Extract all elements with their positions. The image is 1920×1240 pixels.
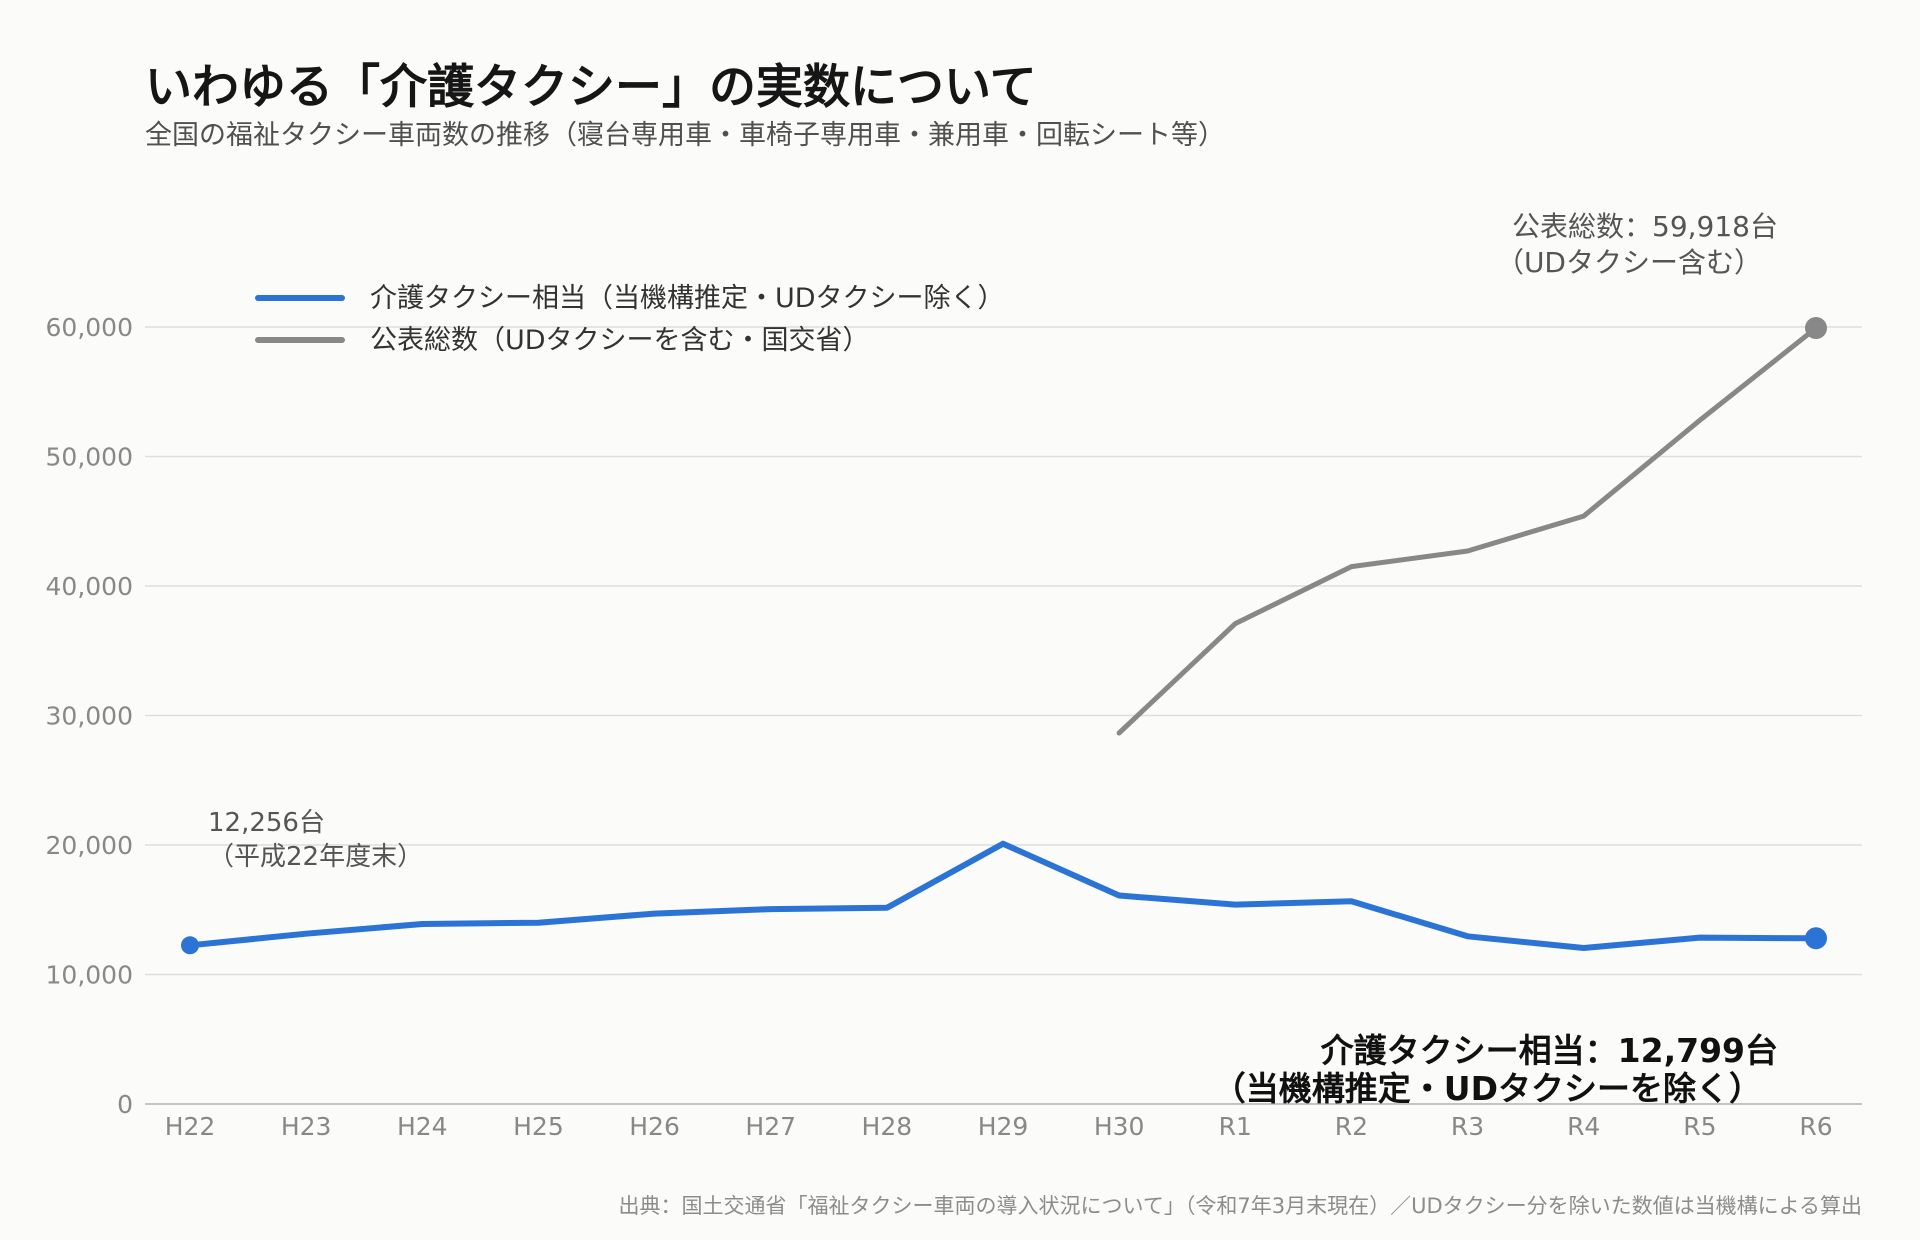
x-tick-label: H25 [513,1112,564,1141]
x-tick-label: R6 [1799,1112,1832,1141]
annotation-start-note: （平成22年度末） [208,842,423,872]
y-tick-label: 30,000 [46,702,133,731]
x-tick-label: H23 [281,1112,332,1141]
annotation-total-value: 公表総数：59,918台 [1512,210,1778,243]
y-tick-label: 50,000 [46,443,133,472]
x-tick-label: H29 [978,1112,1029,1141]
x-tick-label: R1 [1219,1112,1252,1141]
series-endpoints [181,317,1827,955]
series-lines [187,325,1819,951]
annotation-total-note: （UDタクシー含む） [1496,246,1762,279]
x-tick-label: R5 [1683,1112,1716,1141]
x-tick-label: H22 [165,1112,216,1141]
x-tick-label: R4 [1567,1112,1600,1141]
series-line-care-taxi [187,840,1819,951]
x-tick-label: R3 [1451,1112,1484,1141]
x-tick-label: H30 [1094,1112,1145,1141]
gridlines [145,326,1862,1105]
chart-subtitle: 全国の福祉タクシー車両数の推移（寝台専用車・車椅子専用車・兼用車・回転シート等） [145,120,1225,151]
series-line-total [1116,325,1819,736]
x-axis-ticks: H22 H23 H24 H25 H26 H27 H28 H29 H30 R1 R2 R3 R4 R5 R6 [165,1112,1833,1141]
x-tick-label: H27 [745,1112,796,1141]
legend-label-total: 公表総数（UDタクシーを含む・国交省） [370,325,870,356]
annotation-start-value: 12,256台 [208,808,325,838]
y-tick-label: 60,000 [46,313,133,342]
legend: 介護タクシー相当（当機構推定・UDタクシー除く） 公表総数（UDタクシーを含む・… [255,283,1005,356]
annotation-care-note: （当機構推定・UDタクシーを除く） [1213,1069,1762,1108]
point-care-end [1805,927,1827,950]
y-axis-ticks: 0 10,000 20,000 30,000 40,000 50,000 60,000 [46,313,133,1119]
annotation-care-value: 介護タクシー相当：12,799台 [1321,1031,1778,1070]
point-care-start [181,936,199,955]
x-tick-label: H28 [862,1112,913,1141]
x-tick-label: R2 [1335,1112,1368,1141]
chart-title: いわゆる「介護タクシー」の実数について [145,60,1037,115]
x-tick-label: H26 [629,1112,680,1141]
x-tick-label: H24 [397,1112,448,1141]
y-tick-label: 0 [117,1090,133,1119]
point-total-end [1805,317,1827,340]
annotations: 12,256台 （平成22年度末） 公表総数：59,918台 （UDタクシー含む… [208,210,1778,1108]
legend-label-care: 介護タクシー相当（当機構推定・UDタクシー除く） [370,283,1005,314]
source-note: 出典：国土交通省「福祉タクシー車両の導入状況について」（令和7年3月末現在）／U… [618,1194,1863,1218]
y-tick-label: 10,000 [46,961,133,990]
y-tick-label: 40,000 [46,572,133,601]
y-tick-label: 20,000 [46,831,133,860]
